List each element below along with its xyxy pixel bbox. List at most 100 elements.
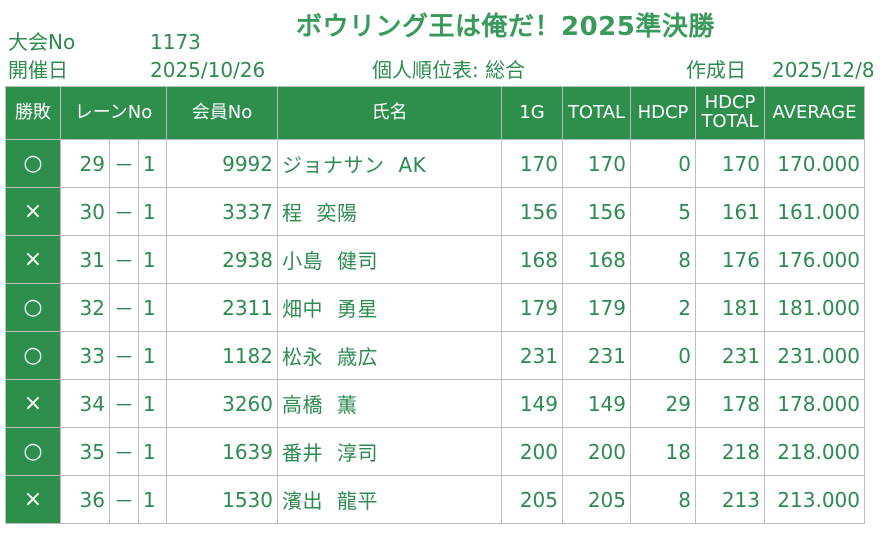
result-cell: ○ [6, 332, 60, 379]
total-cell: 205 [563, 476, 630, 523]
hdcp-total-cell: 161 [696, 188, 764, 235]
total-cell: 179 [563, 284, 630, 331]
table-body: ○ 29 － 1 9992 ジョナサン AK 170 170 0 170 170.000 × 30 － 1 33… [6, 140, 864, 523]
lane-dash: － [110, 140, 138, 187]
total-cell: 149 [563, 380, 630, 427]
lane-dash: － [110, 428, 138, 475]
hdcp-total-cell: 231 [696, 332, 764, 379]
table-header-row: 勝敗 レーンNo 会員No 氏名 1G TOTAL HDCP HDCP TOTA… [6, 87, 864, 139]
col-header-average: AVERAGE [765, 87, 864, 139]
hdcp-cell: 0 [631, 332, 695, 379]
average-cell: 161.000 [765, 188, 864, 235]
average-cell: 178.000 [765, 380, 864, 427]
lane-cell: 36 [61, 476, 109, 523]
lane-dash: － [110, 236, 138, 283]
name-cell: 高橋薫 [278, 380, 501, 427]
lane-cell: 29 [61, 140, 109, 187]
lane-sub-cell: 1 [139, 476, 166, 523]
result-cell: ○ [6, 140, 60, 187]
hdcp-cell: 18 [631, 428, 695, 475]
hdcp-cell: 0 [631, 140, 695, 187]
average-cell: 218.000 [765, 428, 864, 475]
total-cell: 170 [563, 140, 630, 187]
lane-sub-cell: 1 [139, 140, 166, 187]
hdcp-total-cell: 181 [696, 284, 764, 331]
last-name: 松永 [282, 345, 323, 369]
col-header-hdcp-total: HDCP TOTAL [696, 87, 764, 139]
average-cell: 181.000 [765, 284, 864, 331]
lane-dash: － [110, 476, 138, 523]
member-no-cell: 3260 [167, 380, 277, 427]
member-no-cell: 1639 [167, 428, 277, 475]
ranking-table: 勝敗 レーンNo 会員No 氏名 1G TOTAL HDCP HDCP TOTA… [5, 86, 865, 524]
table-row: ○ 35 － 1 1639 番井 淳司 200 200 18 218 218.000 [6, 428, 864, 475]
member-no-cell: 2311 [167, 284, 277, 331]
col-header-total: TOTAL [563, 87, 630, 139]
member-no-cell: 3337 [167, 188, 277, 235]
created-date-label: 作成日 [686, 58, 746, 82]
first-name: 龍平 [337, 489, 378, 513]
game1-cell: 179 [502, 284, 562, 331]
lane-dash: － [110, 284, 138, 331]
total-cell: 231 [563, 332, 630, 379]
event-number-label: 大会No [8, 30, 76, 54]
lane-cell: 32 [61, 284, 109, 331]
name-cell: 畑中 勇星 [278, 284, 501, 331]
game1-cell: 168 [502, 236, 562, 283]
lane-sub-cell: 1 [139, 332, 166, 379]
created-date-value: 2025/12/8 [772, 58, 875, 82]
hdcp-total-cell: 170 [696, 140, 764, 187]
game1-cell: 205 [502, 476, 562, 523]
hdcp-cell: 8 [631, 476, 695, 523]
first-name: 健司 [337, 249, 378, 273]
average-cell: 170.000 [765, 140, 864, 187]
report-name: 個人順位表: 総合 [372, 58, 526, 82]
lane-cell: 34 [61, 380, 109, 427]
hdcp-total-cell: 213 [696, 476, 764, 523]
last-name: 畑中 [282, 297, 323, 321]
table-row: ○ 29 － 1 9992 ジョナサン AK 170 170 0 170 170.000 [6, 140, 864, 187]
result-cell: ○ [6, 428, 60, 475]
game1-cell: 156 [502, 188, 562, 235]
hdcp-total-cell: 218 [696, 428, 764, 475]
table-row: × 34 － 1 3260 高橋薫 149 149 29 178 178.000 [6, 380, 864, 427]
hdcp-cell: 8 [631, 236, 695, 283]
col-header-lane: レーンNo [61, 87, 166, 139]
result-cell: × [6, 380, 60, 427]
hdcp-cell: 29 [631, 380, 695, 427]
name-cell: ジョナサン AK [278, 140, 501, 187]
lane-cell: 33 [61, 332, 109, 379]
average-cell: 231.000 [765, 332, 864, 379]
member-no-cell: 1530 [167, 476, 277, 523]
lane-cell: 35 [61, 428, 109, 475]
event-date-value: 2025/10/26 [150, 58, 266, 82]
member-no-cell: 9992 [167, 140, 277, 187]
average-cell: 176.000 [765, 236, 864, 283]
lane-sub-cell: 1 [139, 428, 166, 475]
col-header-game1: 1G [502, 87, 562, 139]
col-header-hdcp: HDCP [631, 87, 695, 139]
table-row: × 36 － 1 1530 濱出 龍平 205 205 8 213 213.000 [6, 476, 864, 523]
result-cell: × [6, 188, 60, 235]
event-number-value: 1173 [150, 30, 201, 54]
last-name: 程 [282, 201, 303, 225]
result-cell: × [6, 476, 60, 523]
lane-cell: 31 [61, 236, 109, 283]
member-no-cell: 2938 [167, 236, 277, 283]
first-name: 勇星 [337, 297, 378, 321]
event-date-label: 開催日 [8, 58, 68, 82]
name-cell: 松永 歳広 [278, 332, 501, 379]
hdcp-total-cell: 176 [696, 236, 764, 283]
col-header-hdcp-total-line1: HDCP [704, 92, 756, 114]
last-name: 小島 [282, 249, 323, 273]
table-row: ○ 33 － 1 1182 松永 歳広 231 231 0 231 231.000 [6, 332, 864, 379]
total-cell: 200 [563, 428, 630, 475]
total-cell: 156 [563, 188, 630, 235]
first-name: 歳広 [337, 345, 378, 369]
last-name: ジョナサン [282, 153, 385, 177]
first-name: 淳司 [337, 441, 378, 465]
hdcp-total-cell: 178 [696, 380, 764, 427]
name-cell: 番井 淳司 [278, 428, 501, 475]
name-cell: 小島 健司 [278, 236, 501, 283]
total-cell: 168 [563, 236, 630, 283]
